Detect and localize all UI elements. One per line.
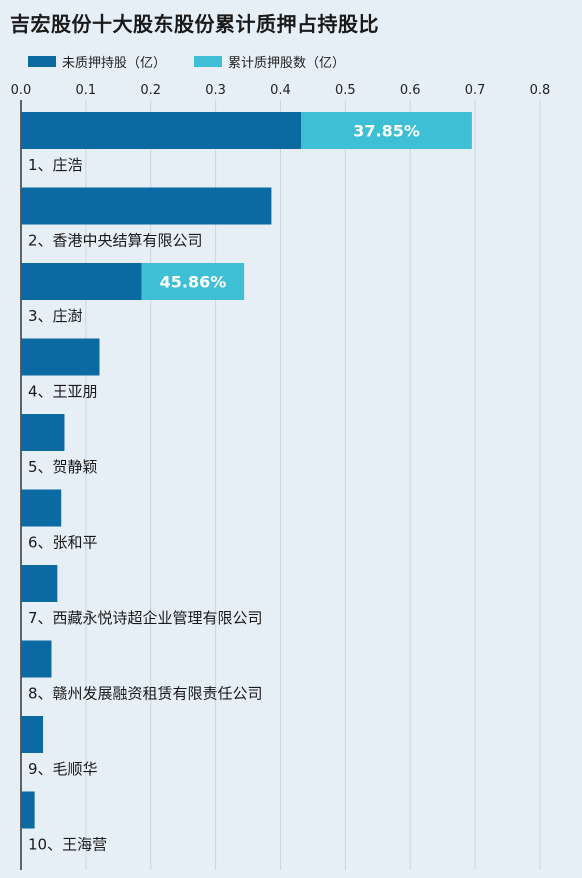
x-tick-label: 0.1	[76, 83, 97, 98]
bar-unpledged	[21, 112, 302, 149]
category-label: 4、王亚朋	[28, 383, 98, 401]
bar-unpledged	[21, 716, 44, 753]
data-label: 45.86%	[160, 273, 227, 292]
legend-item-unpledged: 未质押持股（亿）	[28, 52, 166, 71]
category-label: 1、庄浩	[28, 156, 83, 174]
data-label: 37.85%	[353, 122, 420, 141]
legend: 未质押持股（亿） 累计质押股数（亿）	[28, 52, 373, 71]
x-tick-label: 0.5	[335, 83, 356, 98]
bar-unpledged	[21, 414, 65, 451]
category-label: 8、赣州发展融资租赁有限责任公司	[28, 685, 263, 703]
bar-pledged	[141, 263, 245, 300]
category-label: 7、西藏永悦诗超企业管理有限公司	[28, 609, 263, 627]
legend-label-unpledged: 未质押持股（亿）	[62, 56, 167, 71]
x-tick-label: 0.8	[530, 83, 551, 98]
category-label: 3、庄澍	[28, 307, 83, 325]
legend-swatch-unpledged	[28, 56, 56, 67]
bar-unpledged	[21, 565, 58, 602]
bar-unpledged	[21, 791, 35, 829]
bar-unpledged	[21, 338, 100, 376]
x-tick-label: 0.7	[465, 83, 486, 98]
x-tick-label: 0.4	[270, 83, 291, 98]
category-label: 2、香港中央结算有限公司	[28, 232, 203, 250]
bar-unpledged	[21, 640, 52, 678]
category-label: 5、贺静颖	[28, 458, 98, 476]
category-label: 10、王海营	[28, 836, 107, 854]
x-tick-label: 0.2	[140, 83, 161, 98]
bar-unpledged	[21, 187, 272, 225]
x-tick-label: 0.0	[11, 83, 32, 98]
bar-pledged	[301, 112, 472, 149]
category-label: 9、毛顺华	[28, 760, 98, 778]
x-tick-label: 0.6	[400, 83, 421, 98]
legend-swatch-pledged	[194, 56, 223, 67]
chart-title: 吉宏股份十大股东股份累计质押占持股比	[10, 12, 379, 36]
legend-label-pledged: 累计质押股数（亿）	[228, 56, 346, 71]
legend-item-pledged: 累计质押股数（亿）	[194, 52, 345, 71]
x-tick-label: 0.3	[205, 83, 226, 98]
bar-unpledged	[21, 489, 62, 527]
category-label: 6、张和平	[28, 534, 98, 552]
bar-unpledged	[21, 263, 142, 300]
